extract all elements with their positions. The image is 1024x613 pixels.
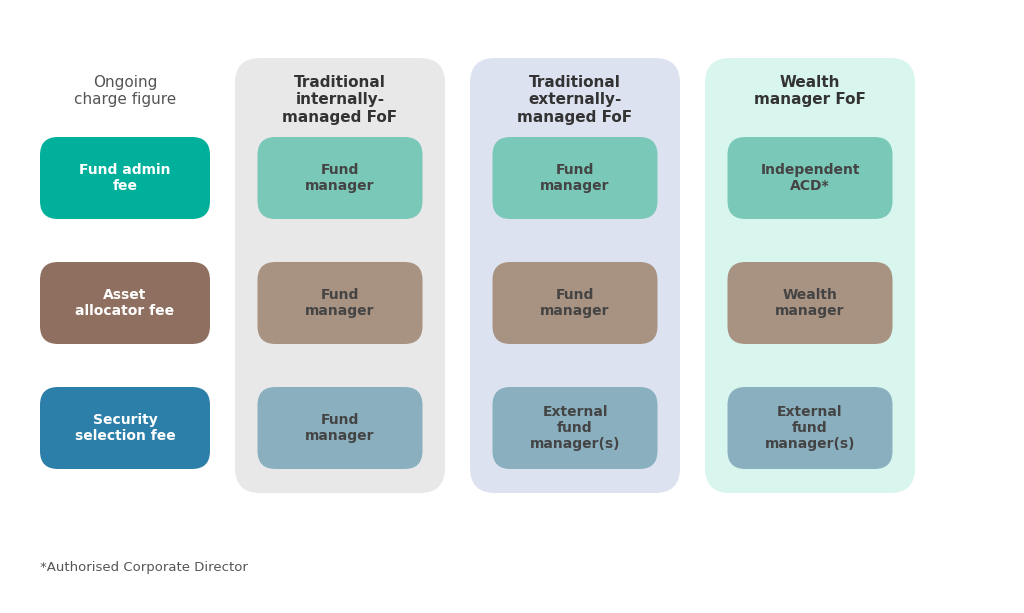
- Text: Wealth
manager FoF: Wealth manager FoF: [754, 75, 866, 107]
- Text: Fund
manager: Fund manager: [541, 163, 609, 193]
- FancyBboxPatch shape: [40, 262, 210, 344]
- FancyBboxPatch shape: [493, 262, 657, 344]
- Text: Independent
ACD*: Independent ACD*: [760, 163, 860, 193]
- FancyBboxPatch shape: [493, 137, 657, 219]
- FancyBboxPatch shape: [727, 387, 893, 469]
- Text: *Authorised Corporate Director: *Authorised Corporate Director: [40, 561, 248, 574]
- Text: Traditional
externally-
managed FoF: Traditional externally- managed FoF: [517, 75, 633, 125]
- Text: Fund
manager: Fund manager: [305, 288, 375, 318]
- Text: Traditional
internally-
managed FoF: Traditional internally- managed FoF: [283, 75, 397, 125]
- FancyBboxPatch shape: [470, 58, 680, 493]
- FancyBboxPatch shape: [257, 262, 423, 344]
- Text: Fund
manager: Fund manager: [541, 288, 609, 318]
- FancyBboxPatch shape: [257, 387, 423, 469]
- Text: Ongoing
charge figure: Ongoing charge figure: [74, 75, 176, 107]
- Text: External
fund
manager(s): External fund manager(s): [765, 405, 855, 451]
- Text: Fund
manager: Fund manager: [305, 413, 375, 443]
- FancyBboxPatch shape: [727, 262, 893, 344]
- Text: Wealth
manager: Wealth manager: [775, 288, 845, 318]
- FancyBboxPatch shape: [40, 137, 210, 219]
- FancyBboxPatch shape: [727, 137, 893, 219]
- FancyBboxPatch shape: [705, 58, 915, 493]
- Text: Fund admin
fee: Fund admin fee: [79, 163, 171, 193]
- Text: Security
selection fee: Security selection fee: [75, 413, 175, 443]
- FancyBboxPatch shape: [257, 137, 423, 219]
- Text: External
fund
manager(s): External fund manager(s): [529, 405, 621, 451]
- FancyBboxPatch shape: [234, 58, 445, 493]
- Text: Fund
manager: Fund manager: [305, 163, 375, 193]
- Text: Asset
allocator fee: Asset allocator fee: [76, 288, 174, 318]
- FancyBboxPatch shape: [40, 387, 210, 469]
- FancyBboxPatch shape: [493, 387, 657, 469]
